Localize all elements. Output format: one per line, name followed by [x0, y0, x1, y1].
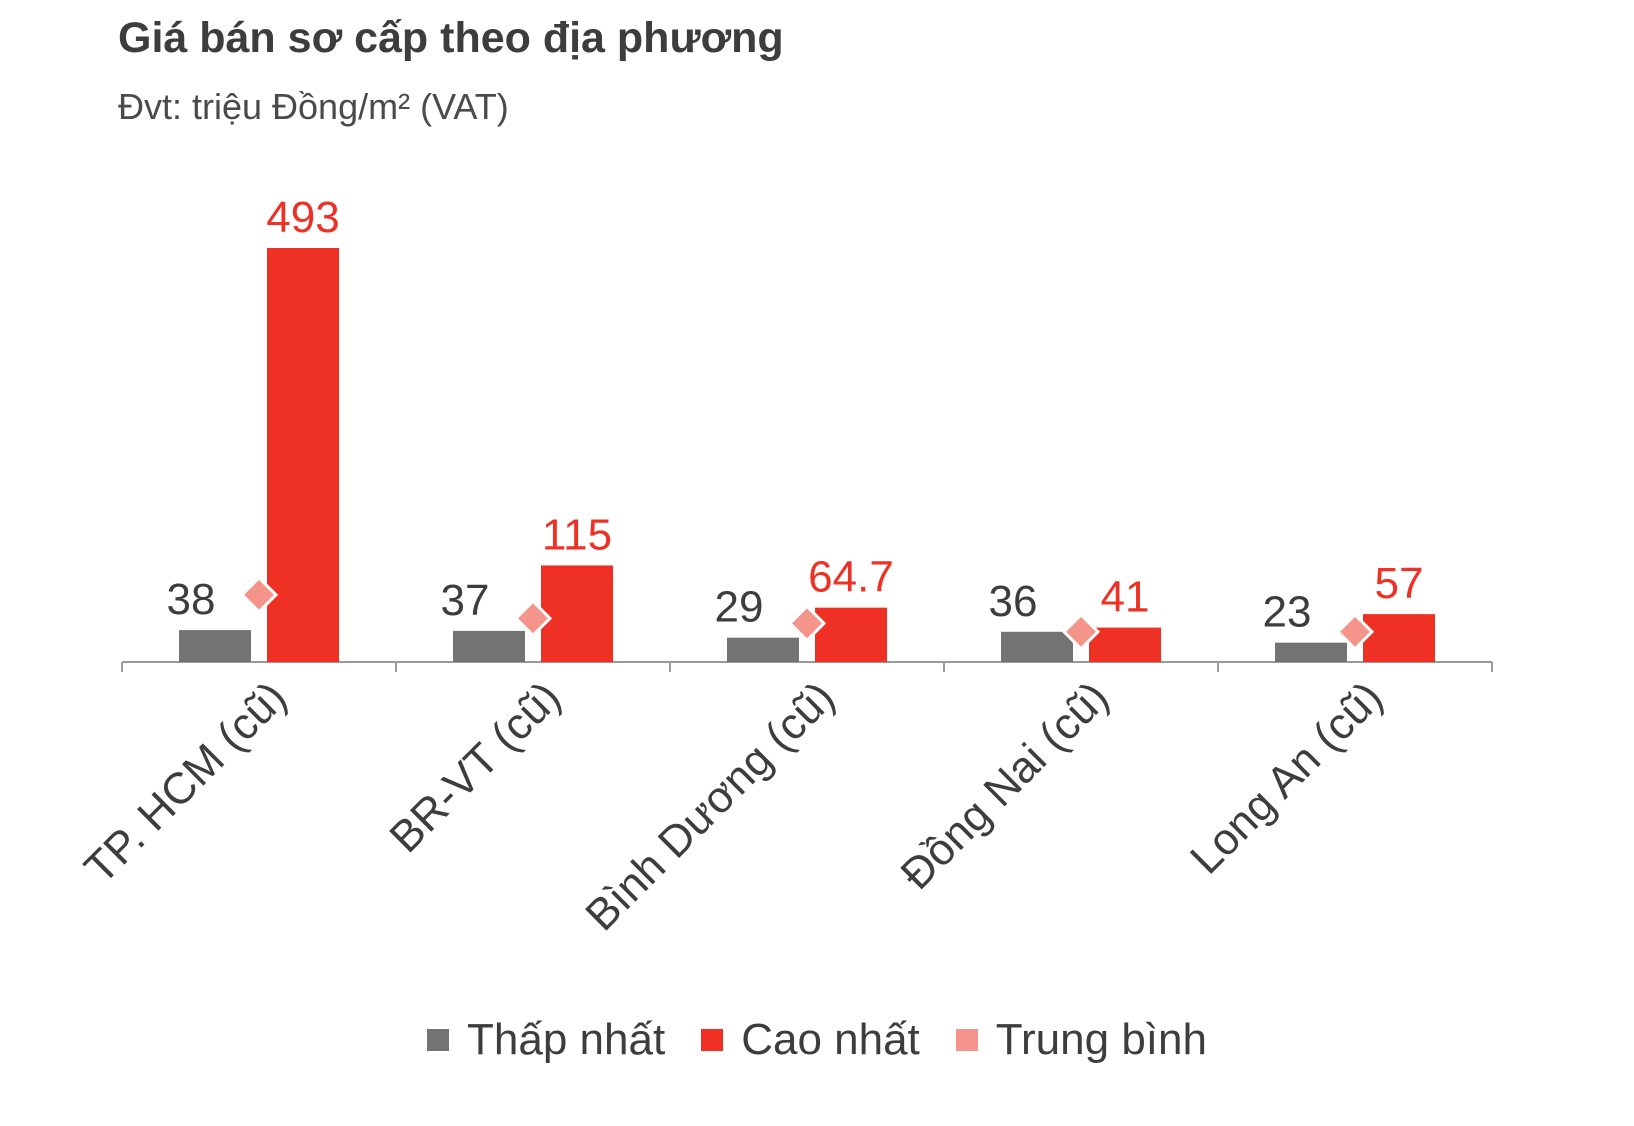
category-label: BR-VT (cũ)	[380, 672, 570, 862]
value-label-low: 37	[441, 576, 490, 625]
value-label-high: 64.7	[808, 553, 894, 602]
legend-swatch-low	[427, 1029, 450, 1051]
legend-item-low: Thấp nhất	[427, 1015, 665, 1065]
value-label-high: 115	[542, 510, 612, 559]
value-label-low: 38	[167, 575, 216, 624]
category-label: Long An (cũ)	[1181, 672, 1392, 883]
avg-marker	[1061, 612, 1101, 651]
value-label-low: 29	[715, 583, 764, 632]
bar-high	[1363, 614, 1435, 662]
bar-high	[541, 565, 613, 662]
chart-title: Giá bán sơ cấp theo địa phương	[118, 14, 784, 62]
category-label: TP. HCM (cũ)	[75, 672, 296, 893]
value-label-high: 41	[1101, 573, 1150, 622]
bar-low	[453, 630, 525, 662]
legend: Thấp nhất Cao nhất Trung bình	[0, 1015, 1634, 1065]
bar-high	[267, 248, 339, 662]
value-label-low: 23	[1263, 588, 1312, 637]
avg-marker	[239, 575, 279, 614]
bar-high	[1089, 627, 1161, 662]
bar-high	[815, 607, 887, 662]
avg-marker	[1335, 612, 1375, 651]
legend-item-high: Cao nhất	[701, 1015, 920, 1065]
legend-swatch-avg	[955, 1029, 978, 1051]
category-label: Bình Dương (cũ)	[576, 672, 844, 940]
bar-low	[1001, 631, 1073, 662]
legend-item-avg: Trung bình	[955, 1015, 1207, 1065]
value-label-low: 36	[989, 577, 1038, 626]
avg-marker	[787, 604, 827, 643]
bar-low	[179, 630, 251, 662]
value-label-high: 57	[1375, 559, 1424, 608]
chart-subtitle: Đvt: triệu Đồng/m² (VAT)	[118, 86, 509, 127]
legend-label-low: Thấp nhất	[467, 1015, 666, 1064]
legend-label-avg: Trung bình	[995, 1015, 1207, 1064]
avg-marker	[513, 599, 553, 638]
value-label-high: 493	[266, 193, 339, 242]
bar-low	[727, 637, 799, 662]
bar-low	[1275, 642, 1347, 662]
chart-svg: 38 493 TP. HCM (cũ) 37 115 BR-VT (cũ) 29 64.7 Bì…	[75, 193, 1493, 940]
legend-label-high: Cao nhất	[741, 1015, 920, 1064]
category-label: Đồng Nai (cũ)	[891, 672, 1118, 899]
legend-swatch-high	[701, 1029, 724, 1051]
